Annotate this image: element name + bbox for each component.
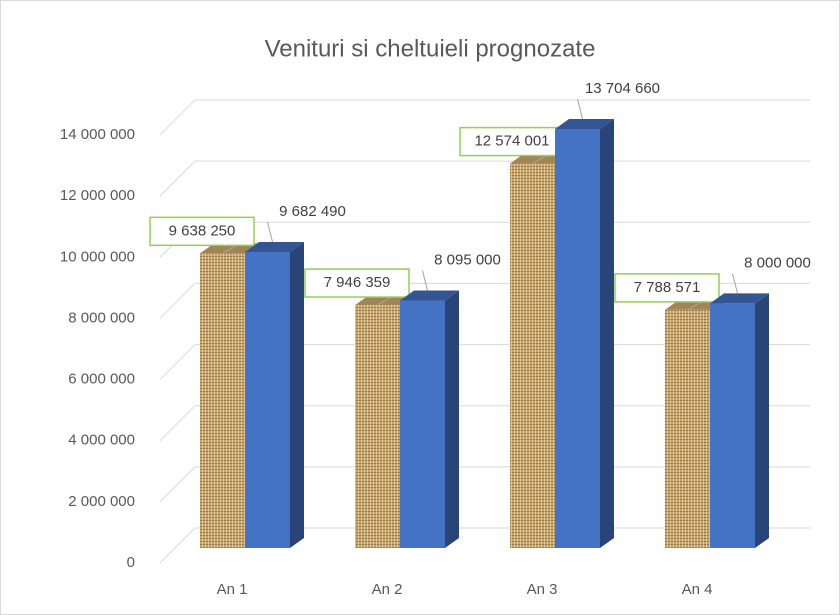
y-tick-label: 2 000 000 bbox=[68, 493, 135, 510]
data-label: 8 000 000 bbox=[744, 254, 811, 271]
x-tick-label: An 3 bbox=[527, 581, 558, 598]
x-tick-label: An 2 bbox=[372, 581, 403, 598]
label-box bbox=[304, 268, 410, 298]
bar-top bbox=[245, 241, 304, 252]
data-label: 13 704 660 bbox=[585, 80, 660, 97]
bar-front bbox=[355, 305, 400, 548]
bar bbox=[710, 293, 769, 548]
bar-top bbox=[710, 293, 769, 304]
bar bbox=[555, 119, 614, 549]
data-label: 7 946 359 bbox=[324, 274, 391, 291]
data-label: 8 095 000 bbox=[434, 251, 501, 268]
bar bbox=[400, 290, 459, 548]
data-label: 9 638 250 bbox=[169, 222, 236, 239]
bar-top bbox=[555, 119, 614, 130]
y-tick-label: 10 000 000 bbox=[60, 248, 135, 265]
y-tick-label: 0 bbox=[127, 554, 135, 571]
chart-title: Venituri si cheltuieli prognozate bbox=[265, 35, 596, 62]
y-tick-label: 14 000 000 bbox=[60, 126, 135, 143]
bar-front bbox=[245, 251, 290, 549]
y-tick-label: 4 000 000 bbox=[68, 432, 135, 449]
grid-line bbox=[159, 99, 810, 136]
leader-line bbox=[577, 98, 583, 120]
x-tick-label: An 4 bbox=[682, 581, 713, 598]
data-label: 9 682 490 bbox=[279, 203, 346, 220]
bar-side bbox=[600, 119, 614, 549]
bar-front bbox=[400, 300, 445, 548]
label-box bbox=[614, 273, 720, 303]
data-label: 7 788 571 bbox=[634, 279, 701, 296]
label-box bbox=[149, 216, 255, 247]
bar-front bbox=[200, 253, 245, 549]
bar-top bbox=[400, 290, 459, 301]
x-tick-label: An 1 bbox=[217, 581, 248, 598]
bar-side bbox=[290, 241, 304, 549]
y-tick-label: 6 000 000 bbox=[68, 371, 135, 388]
bar-front bbox=[710, 303, 755, 548]
bar-side bbox=[445, 290, 459, 548]
bar bbox=[245, 241, 304, 549]
label-box bbox=[459, 126, 565, 157]
bar-side bbox=[755, 293, 769, 548]
data-label: 12 574 001 bbox=[474, 133, 549, 150]
bar-front bbox=[510, 163, 555, 548]
leader-line bbox=[732, 273, 738, 294]
leader-line bbox=[267, 221, 273, 243]
bar-front bbox=[665, 309, 710, 548]
y-tick-label: 12 000 000 bbox=[60, 187, 135, 204]
bar-front bbox=[555, 129, 600, 548]
leader-line bbox=[422, 270, 428, 291]
y-tick-label: 8 000 000 bbox=[68, 309, 135, 326]
